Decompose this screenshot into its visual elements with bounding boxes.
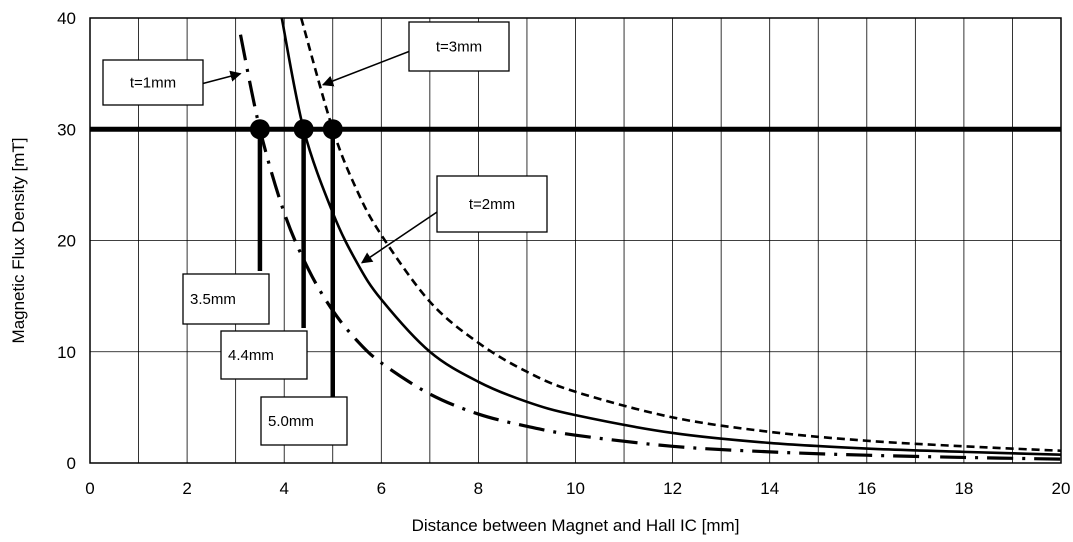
x-tick-label: 14 — [760, 479, 779, 498]
callout-arrow — [200, 70, 242, 85]
grid-lines — [90, 18, 1061, 463]
distance-label-box: 5.0mm — [260, 396, 348, 446]
plot-border — [89, 17, 1062, 464]
callout-box — [408, 21, 510, 72]
series-callout: t=3mm — [321, 21, 510, 87]
series-callout: t=1mm — [102, 59, 242, 106]
x-tick-label: 2 — [182, 479, 191, 498]
y-axis-label: Magnetic Flux Density [mT] — [9, 138, 28, 344]
distance-label-box: 3.5mm — [182, 273, 270, 325]
callout-label: t=3mm — [436, 39, 482, 56]
series-line-t-3mm — [299, 18, 1061, 453]
x-tick-label: 0 — [85, 479, 94, 498]
distance-label: 3.5mm — [190, 291, 236, 308]
callout-arrow — [360, 207, 444, 264]
x-tick-label: 8 — [474, 479, 483, 498]
x-tick-label: 16 — [857, 479, 876, 498]
x-tick-label: 12 — [663, 479, 682, 498]
intersection-point — [249, 119, 270, 140]
marker-layer — [249, 119, 343, 425]
y-tick-label: 30 — [57, 120, 76, 139]
y-tick-label: 40 — [57, 9, 76, 28]
distance-label-box: 4.4mm — [220, 330, 308, 380]
callout-arrow — [321, 47, 419, 87]
intersection-point — [322, 119, 343, 140]
series-line-t-1mm — [238, 34, 1061, 461]
x-tick-label: 20 — [1052, 479, 1071, 498]
x-tick-label: 18 — [954, 479, 973, 498]
x-axis-label: Distance between Magnet and Hall IC [mm] — [412, 516, 740, 535]
y-tick-label: 10 — [57, 343, 76, 362]
series-line-t-2mm — [280, 18, 1061, 456]
tick-labels: 0 2 4 6 8 10 12 14 16 18 20 0 10 20 30 40 — [57, 9, 1070, 498]
series-callout: t=2mm — [360, 175, 548, 264]
series-layer — [238, 18, 1061, 461]
y-tick-label: 0 — [67, 454, 76, 473]
x-tick-label: 6 — [377, 479, 386, 498]
callout-label: t=1mm — [130, 75, 176, 92]
marker-labels: 3.5mm 4.4mm 5.0mm — [182, 273, 348, 446]
callout-layer: t=1mm t=3mm t=2mm — [102, 21, 548, 264]
distance-label: 4.4mm — [228, 347, 274, 364]
distance-label: 5.0mm — [268, 413, 314, 430]
callout-box — [436, 175, 548, 233]
callout-box — [102, 59, 204, 106]
x-tick-label: 4 — [279, 479, 288, 498]
x-tick-label: 10 — [566, 479, 585, 498]
y-tick-label: 20 — [57, 232, 76, 251]
intersection-point — [293, 119, 314, 140]
callout-label: t=2mm — [469, 196, 515, 213]
